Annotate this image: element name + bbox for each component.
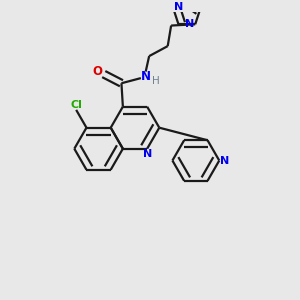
Text: N: N — [174, 2, 183, 12]
Text: O: O — [92, 65, 103, 78]
Text: H: H — [152, 76, 160, 86]
Text: N: N — [220, 155, 230, 166]
Text: N: N — [141, 70, 151, 83]
Text: N: N — [142, 149, 152, 159]
Text: Cl: Cl — [71, 100, 83, 110]
Text: N: N — [185, 19, 195, 29]
